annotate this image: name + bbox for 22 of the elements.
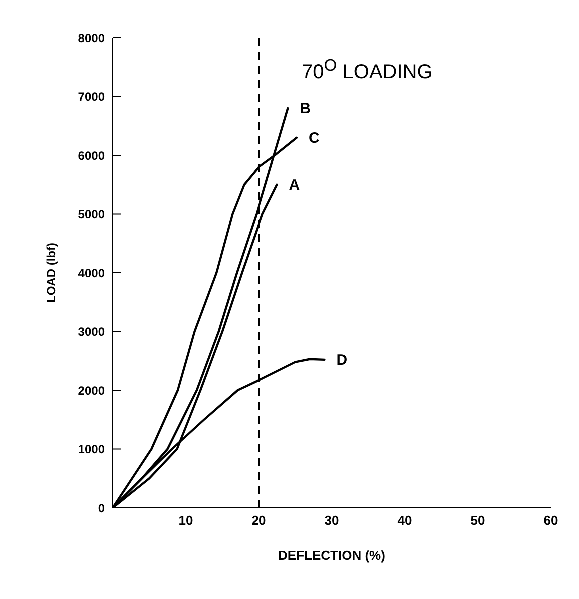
y-tick-label: 1000 (78, 442, 106, 457)
y-tick-label: 5000 (78, 208, 106, 222)
x-tick-label: 30 (324, 513, 340, 528)
x-tick-label: 10 (178, 513, 194, 528)
y-tick-label: 4000 (78, 266, 106, 280)
series-label: A (289, 176, 300, 194)
y-axis-title: LOAD (lbf) (44, 243, 58, 303)
series-label: B (300, 100, 312, 118)
x-tick-label: 50 (470, 513, 486, 528)
y-tick-label: 2000 (78, 384, 106, 398)
y-tick-label: 6000 (78, 148, 106, 163)
x-tick-label: 60 (544, 513, 558, 528)
y-tick-label: 7000 (78, 90, 106, 104)
series-label: C (308, 130, 320, 147)
series-label: D (336, 352, 348, 369)
x-tick-label: 20 (252, 513, 266, 528)
x-axis-title: DEFLECTION (%) (278, 548, 386, 563)
y-tick-label: 8000 (78, 31, 106, 46)
text: 70$^{O}$ LOADING (302, 56, 433, 85)
x-tick-label: 40 (398, 513, 412, 528)
y-tick-label: 0 (98, 501, 106, 516)
y-tick-label: 3000 (78, 325, 106, 340)
